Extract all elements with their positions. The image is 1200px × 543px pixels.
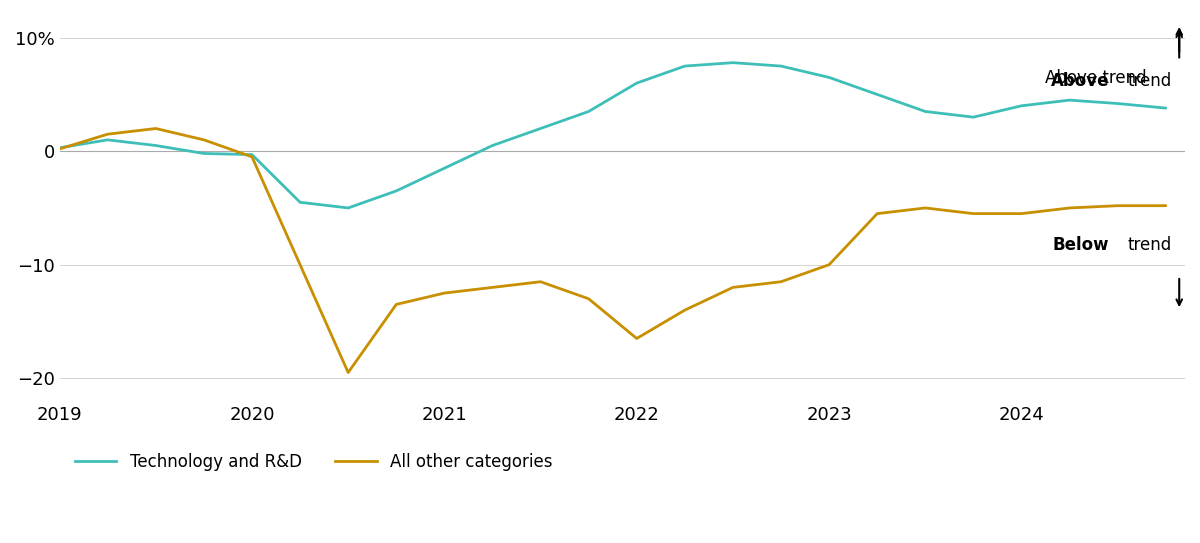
Text: Above trend: Above trend [1045, 70, 1146, 87]
Text: Below: Below [1052, 236, 1109, 254]
Text: Above: Above [1050, 72, 1109, 90]
Legend: Technology and R&D, All other categories: Technology and R&D, All other categories [68, 446, 559, 477]
Text: trend: trend [1127, 236, 1171, 254]
Text: trend: trend [1127, 72, 1171, 90]
